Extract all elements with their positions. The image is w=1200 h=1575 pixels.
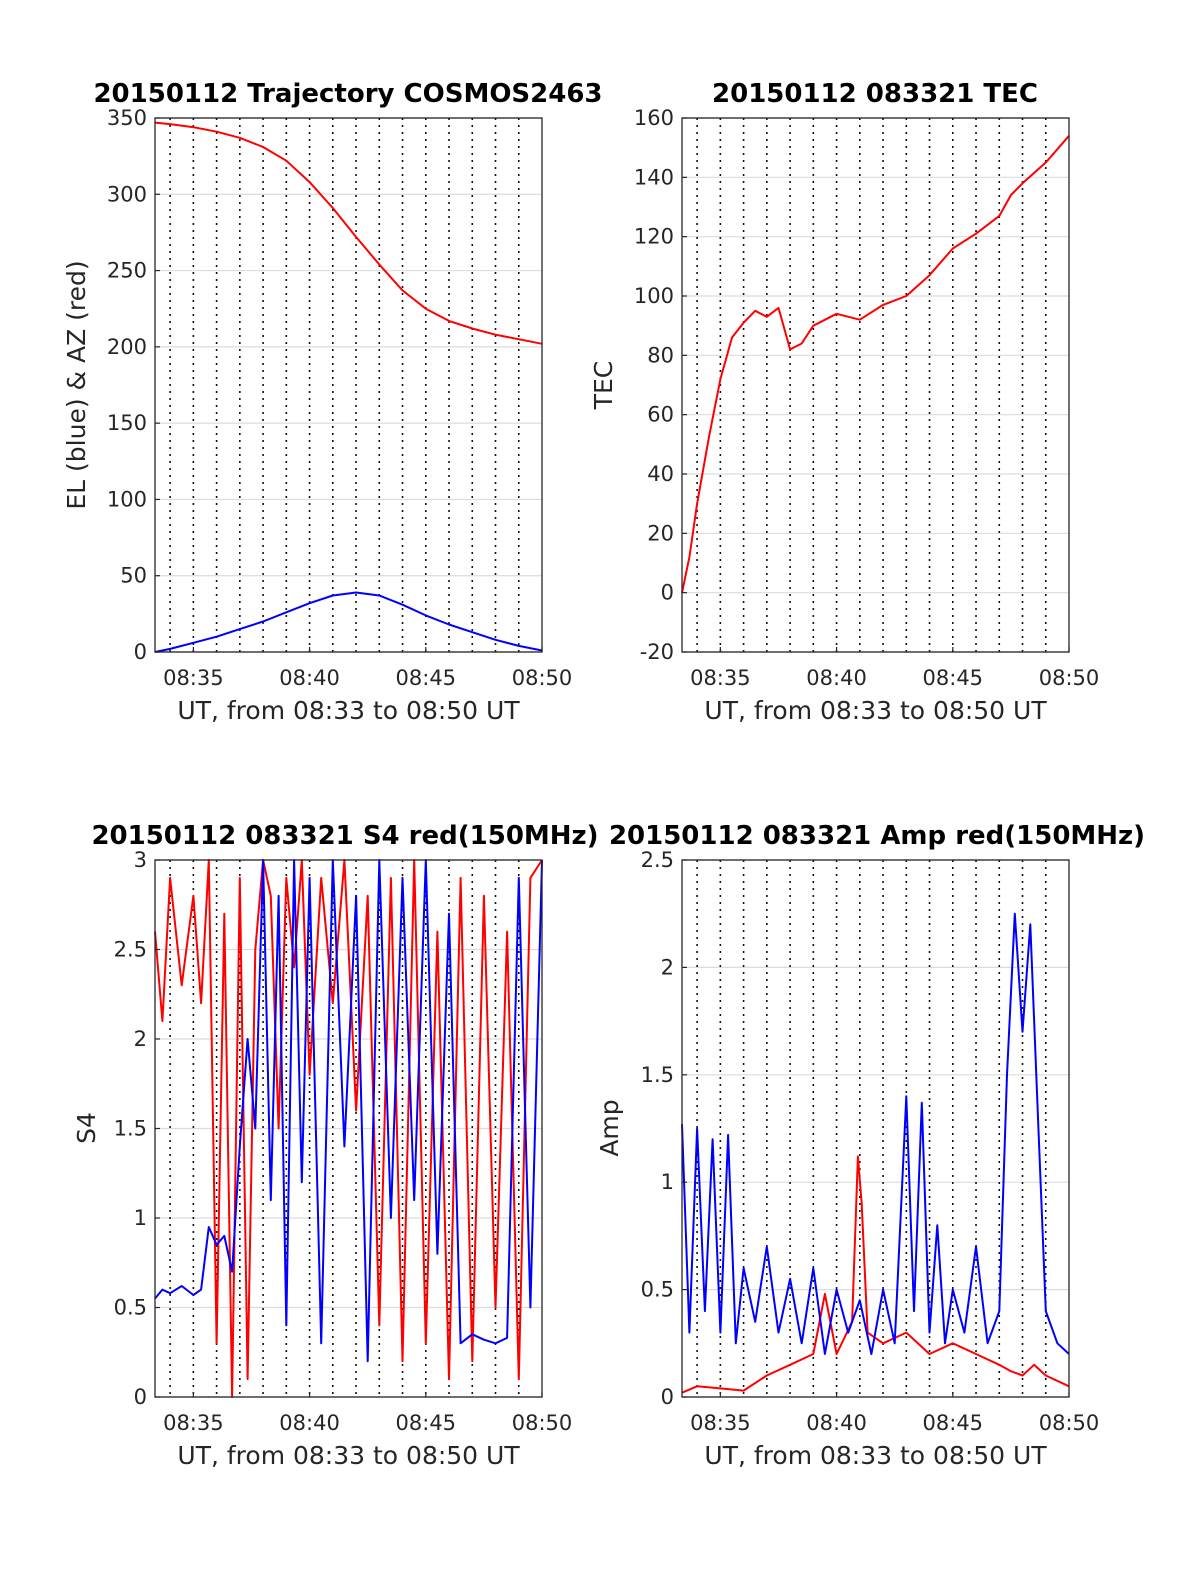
y-tick-label: 150: [107, 411, 147, 435]
y-tick-label: 2.5: [641, 848, 674, 872]
x-tick-label: 08:50: [1039, 666, 1100, 690]
x-tick-label: 08:35: [690, 1411, 751, 1435]
y-tick-label: 0.5: [114, 1296, 147, 1320]
y-tick-label: 0: [134, 640, 147, 664]
x-tick-label: 08:50: [512, 666, 573, 690]
chart-amp: 0 0.5 1 1.5 2 2.5 08:35 08:40 08:45 08:50 20150112…: [595, 821, 1145, 1470]
y-tick-label: 3: [134, 848, 147, 872]
y-tick-label: 200: [107, 335, 147, 359]
chart-traj: 0 50 100 150 200 250 300 350 08:35 08:40 08:45 08:5…: [62, 79, 603, 725]
y-tick-label: 0: [134, 1385, 147, 1409]
x-tick-label: 08:45: [923, 1411, 984, 1435]
y-tick-label: 140: [634, 165, 674, 189]
x-tick-label: 08:35: [690, 666, 751, 690]
y-tick-label: 2: [134, 1027, 147, 1051]
chart-title: 20150112 083321 TEC: [712, 79, 1038, 109]
y-tick-label: 1: [661, 1170, 674, 1194]
x-tick-label: 08:35: [163, 1411, 224, 1435]
series-line-b: [681, 912, 1070, 1355]
y-tick-label: 0: [661, 1385, 674, 1409]
y-tick-label: 0: [661, 581, 674, 605]
x-tick-label: 08:40: [279, 666, 340, 690]
series-line-a: [681, 135, 1070, 593]
plot-frame: [154, 117, 543, 653]
y-tick-label: 0.5: [641, 1278, 674, 1302]
chart-title: 20150112 083321 S4 red(150MHz): [91, 821, 598, 851]
y-tick-label: 160: [634, 106, 674, 130]
y-tick-label: 40: [647, 462, 674, 486]
y-tick-label: 120: [634, 225, 674, 249]
x-axis-label: UT, from 08:33 to 08:50 UT: [704, 696, 1047, 725]
plot-frame: [681, 859, 1070, 1398]
y-tick-label: -20: [640, 640, 674, 664]
y-axis-label: EL (blue) & AZ (red): [62, 260, 91, 509]
x-axis-label: UT, from 08:33 to 08:50 UT: [177, 696, 520, 725]
x-tick-label: 08:40: [806, 1411, 867, 1435]
y-tick-label: 1.5: [114, 1117, 147, 1141]
x-tick-label: 08:45: [396, 666, 457, 690]
chart-title: 20150112 083321 Amp red(150MHz): [609, 821, 1145, 851]
y-tick-label: 80: [647, 343, 674, 367]
y-tick-label: 2: [661, 955, 674, 979]
series-line-a: [154, 121, 543, 345]
plot-frame: [681, 117, 1070, 653]
chart-s4: 0 0.5 1 1.5 2 2.5 3 08:35 08:40 08:45 08:50 2015011…: [72, 821, 599, 1470]
y-tick-label: 300: [107, 182, 147, 206]
y-axis-label: TEC: [589, 361, 618, 411]
y-tick-label: 100: [634, 284, 674, 308]
chart-title: 20150112 Trajectory COSMOS2463: [93, 79, 602, 109]
x-tick-label: 08:50: [512, 1411, 573, 1435]
x-axis-label: UT, from 08:33 to 08:50 UT: [177, 1441, 520, 1470]
series-line-b: [154, 859, 543, 1363]
x-tick-label: 08:45: [923, 666, 984, 690]
series-line-a: [154, 859, 543, 1398]
series-line-b: [154, 591, 543, 653]
x-axis-label: UT, from 08:33 to 08:50 UT: [704, 1441, 1047, 1470]
y-tick-label: 20: [647, 521, 674, 545]
chart-tec: -20 0 20 40 60 80 100 120 140 160 08:35 08:40 08:45 0…: [589, 79, 1099, 725]
y-tick-label: 60: [647, 403, 674, 427]
y-tick-label: 100: [107, 487, 147, 511]
y-tick-label: 2.5: [114, 938, 147, 962]
y-axis-label: S4: [72, 1112, 101, 1144]
x-tick-label: 08:40: [806, 666, 867, 690]
x-tick-label: 08:45: [396, 1411, 457, 1435]
y-tick-label: 350: [107, 106, 147, 130]
y-tick-label: 1.5: [641, 1063, 674, 1087]
x-tick-label: 08:40: [279, 1411, 340, 1435]
y-tick-label: 50: [120, 564, 147, 588]
y-tick-label: 1: [134, 1206, 147, 1230]
x-tick-label: 08:35: [163, 666, 224, 690]
x-tick-label: 08:50: [1039, 1411, 1100, 1435]
y-axis-label: Amp: [595, 1099, 624, 1156]
series-line-a: [681, 1155, 1070, 1394]
y-tick-label: 250: [107, 259, 147, 283]
